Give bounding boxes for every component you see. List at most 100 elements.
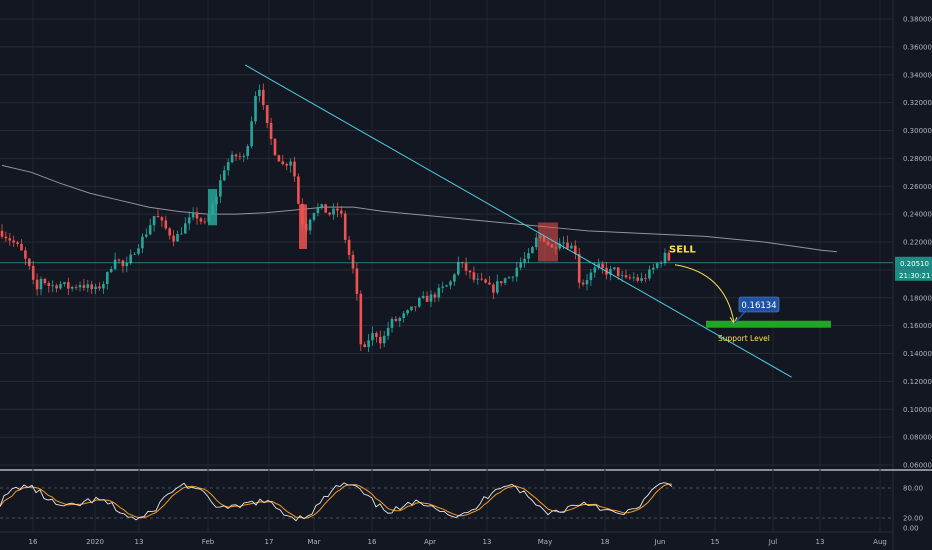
candle-body bbox=[655, 263, 659, 268]
candle-body bbox=[98, 286, 101, 289]
candle-body bbox=[437, 287, 441, 298]
oscillator-main-line bbox=[0, 482, 673, 522]
candle-body bbox=[394, 318, 398, 321]
candle-body bbox=[523, 258, 526, 263]
price-labels: 0.20510 21:30:21 bbox=[895, 256, 932, 281]
candle-body bbox=[109, 269, 113, 273]
candle-body bbox=[297, 176, 300, 204]
candle-body bbox=[160, 217, 164, 221]
candle-body bbox=[402, 313, 405, 318]
candle-body bbox=[453, 274, 456, 282]
bar-countdown: 21:30:21 bbox=[899, 272, 930, 280]
candle-body bbox=[59, 283, 62, 289]
candle-body bbox=[74, 286, 78, 288]
candle-body bbox=[398, 317, 402, 321]
candle-body bbox=[644, 277, 647, 279]
price-tick-label: 0.22000 bbox=[903, 239, 932, 247]
candle-body bbox=[320, 204, 324, 208]
candle-body bbox=[340, 210, 343, 214]
bullish-highlight-box bbox=[208, 189, 217, 226]
candle-body bbox=[293, 161, 296, 177]
price-tick-label: 0.36000 bbox=[903, 43, 932, 51]
candle-body bbox=[246, 146, 249, 156]
time-tick-label: Jun bbox=[654, 538, 666, 546]
candle-body bbox=[63, 282, 66, 284]
current-price-value: 0.20510 bbox=[900, 260, 929, 268]
candle-body bbox=[230, 154, 234, 163]
candle-body bbox=[519, 262, 522, 268]
candle-body bbox=[67, 282, 70, 289]
candle-body bbox=[511, 276, 515, 278]
candle-body bbox=[16, 242, 19, 244]
candle-body bbox=[367, 340, 370, 348]
candle-body bbox=[499, 281, 503, 284]
candle-body bbox=[164, 220, 168, 229]
sell-label: SELL bbox=[669, 244, 696, 255]
price-tick-label: 0.12000 bbox=[903, 378, 932, 386]
candle-body bbox=[180, 233, 183, 235]
candle-body bbox=[589, 272, 593, 281]
price-tick-label: 0.06000 bbox=[903, 462, 932, 470]
candle-body bbox=[31, 265, 35, 280]
candle-body bbox=[484, 279, 487, 283]
candle-body bbox=[558, 243, 561, 249]
candle-body bbox=[663, 252, 667, 264]
descending-trendline bbox=[244, 64, 792, 378]
time-axis[interactable]: 16 2020 13 Feb 17 Mar 16 Apr 13 May 18 Jun 15 Jul 13 Au… bbox=[29, 538, 887, 546]
time-tick-label: Apr bbox=[424, 538, 436, 546]
candle-body bbox=[308, 219, 312, 231]
time-tick-label: 15 bbox=[711, 538, 720, 546]
candle-body bbox=[113, 259, 117, 270]
candle-body bbox=[24, 250, 27, 259]
candle-body bbox=[562, 242, 565, 244]
candle-body bbox=[492, 284, 495, 293]
candle-body bbox=[94, 286, 97, 290]
candle-body bbox=[496, 281, 499, 293]
candle-body bbox=[55, 285, 58, 289]
candle-body bbox=[332, 208, 335, 215]
price-tick-label: 0.10000 bbox=[903, 406, 932, 414]
drawings[interactable]: SELL 0.16134 Support Level bbox=[0, 64, 893, 378]
time-tick-label: 2020 bbox=[86, 538, 104, 546]
bearish-highlight-box bbox=[299, 204, 307, 249]
price-tick-label: 0.26000 bbox=[903, 183, 932, 191]
candle-body bbox=[616, 267, 620, 276]
time-tick-label: 16 bbox=[368, 538, 377, 546]
candle-body bbox=[624, 275, 628, 278]
candle-body bbox=[628, 277, 632, 279]
candle-body bbox=[652, 267, 655, 270]
candle-body bbox=[242, 155, 246, 157]
candle-body bbox=[445, 285, 448, 287]
candle-body bbox=[281, 161, 285, 165]
candle-body bbox=[531, 247, 534, 254]
candle-body bbox=[265, 105, 269, 123]
price-tick-label: 0.30000 bbox=[903, 127, 932, 135]
projection-curve bbox=[674, 264, 735, 323]
price-tick-label: 0.24000 bbox=[903, 211, 932, 219]
candle-body bbox=[581, 282, 585, 285]
candle-body bbox=[289, 161, 292, 166]
price-tick-label: 0.34000 bbox=[903, 71, 932, 79]
candle-body bbox=[223, 170, 226, 181]
candle-body bbox=[0, 230, 4, 237]
price-tick-label: 0.28000 bbox=[903, 155, 932, 163]
candle-body bbox=[632, 277, 636, 279]
candle-body bbox=[593, 267, 597, 273]
candle-body bbox=[39, 278, 43, 290]
candle-body bbox=[355, 268, 359, 294]
candle-body bbox=[316, 207, 320, 214]
candle-body bbox=[187, 217, 191, 224]
price-tick-label: 0.38000 bbox=[903, 16, 932, 24]
candle-body bbox=[172, 235, 175, 242]
time-tick-label: Jul bbox=[768, 538, 778, 546]
candle-body bbox=[640, 277, 643, 281]
candle-body bbox=[258, 89, 261, 97]
candle-body bbox=[433, 294, 437, 298]
candle-body bbox=[78, 285, 82, 288]
candle-body bbox=[468, 270, 472, 273]
candle-body bbox=[145, 234, 148, 237]
candle-body bbox=[86, 284, 90, 288]
time-tick-label: 13 bbox=[135, 538, 144, 546]
candle-body bbox=[574, 245, 577, 254]
